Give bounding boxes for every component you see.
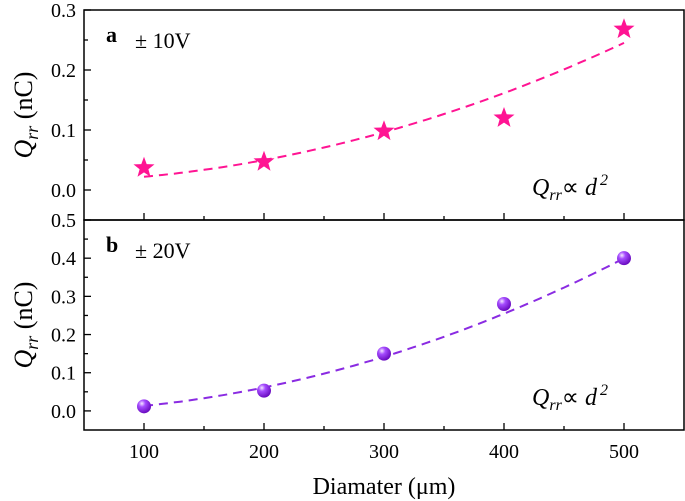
y-tick-label: 0.1 — [51, 120, 76, 142]
x-tick-label: 400 — [489, 441, 519, 463]
y-tick-label: 0.2 — [51, 60, 76, 82]
x-tick-label: 500 — [609, 441, 639, 463]
x-tick-label: 100 — [129, 441, 159, 463]
relation-operator: ∝ — [562, 385, 585, 411]
panel-b: 0.0 0.1 0.2 0.3 0.4 0.5 100 200 300 400 500 Qrr (nC… — [9, 210, 685, 463]
data-point-sphere — [257, 383, 271, 398]
y-axis-label: Qrr (nC) — [9, 282, 42, 369]
data-point-star — [493, 107, 515, 127]
data-point-sphere — [497, 297, 511, 311]
relation-symbol: Q — [532, 385, 549, 411]
relation-variable: d — [585, 175, 598, 201]
y-tick-label: 0.3 — [51, 0, 76, 22]
y-tick-label: 0.3 — [51, 286, 76, 308]
y-label-unit: (nC) — [9, 282, 38, 336]
panel-label: a — [106, 22, 117, 47]
x-axis-label: Diamater (μm) — [313, 474, 456, 500]
relation-symbol: Q — [532, 175, 549, 201]
data-point-star — [253, 150, 275, 171]
y-tick-label: 0.1 — [51, 363, 76, 385]
fit-curve — [143, 257, 625, 407]
x-tick-label: 300 — [369, 441, 399, 463]
voltage-annotation: ± 20V — [135, 238, 191, 263]
y-label-subscript: rr — [22, 125, 42, 140]
y-tick-label: 0.5 — [51, 210, 76, 232]
y-axis-label: Qrr (nC) — [9, 72, 42, 159]
y-label-unit: (nC) — [9, 72, 38, 126]
relation-exponent: 2 — [600, 172, 608, 189]
voltage-annotation: ± 10V — [135, 28, 191, 53]
data-point-sphere — [137, 399, 151, 414]
y-label-symbol: Q — [9, 139, 38, 158]
data-point-star — [133, 156, 155, 177]
data-point-star — [613, 18, 635, 39]
y-tick-label: 0.2 — [51, 325, 76, 347]
relation-operator: ∝ — [562, 175, 585, 201]
data-point-sphere — [617, 251, 631, 266]
fit-curve — [143, 41, 625, 178]
relation-exponent: 2 — [600, 382, 608, 399]
y-tick-label: 0.0 — [51, 401, 76, 423]
y-label-symbol: Q — [9, 349, 38, 368]
data-point-sphere — [377, 346, 391, 361]
relation-variable: d — [585, 385, 598, 411]
data-point-star — [373, 120, 395, 141]
relation-subscript: rr — [549, 187, 562, 204]
y-tick-label: 0.0 — [51, 180, 76, 202]
x-tick-label: 200 — [249, 441, 279, 463]
relation-subscript: rr — [549, 397, 562, 414]
y-tick-label: 0.4 — [51, 248, 76, 270]
y-label-subscript: rr — [22, 335, 42, 350]
panel-label: b — [106, 232, 118, 257]
